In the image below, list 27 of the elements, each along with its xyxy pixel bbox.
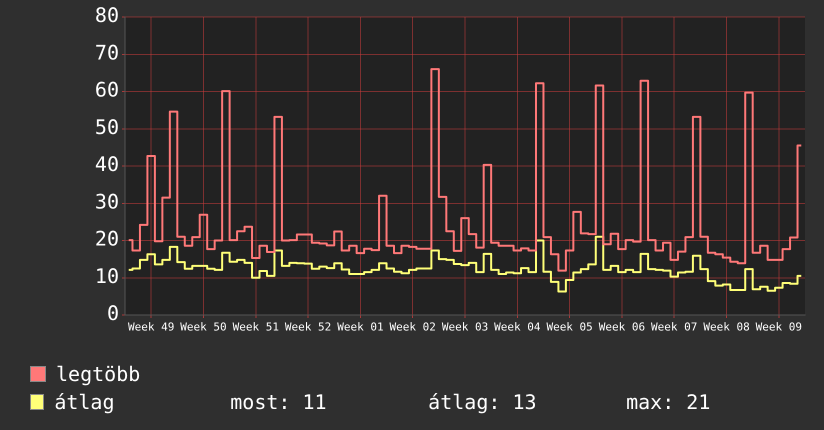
y-tick-label: 30 — [94, 189, 119, 214]
text: max: 21 — [626, 390, 712, 414]
x-tick-label: Week 05 — [546, 320, 593, 334]
x-tick-label: Week 02 — [390, 320, 436, 334]
y-tick-label: 10 — [94, 264, 119, 288]
x-tick-label: Week 09 — [756, 320, 802, 334]
y-tick-label: 20 — [94, 226, 119, 251]
x-tick-label: Week 51 — [232, 320, 279, 334]
text: átlag: 13 — [428, 390, 538, 414]
x-tick-label: Week 52 — [284, 320, 332, 334]
legend-label: átlag — [54, 390, 116, 414]
x-tick-label: Week 06 — [598, 320, 646, 334]
y-tick-label: 50 — [94, 114, 119, 139]
y-tick-label: 0 — [106, 301, 119, 326]
x-tick-label: Week 07 — [651, 320, 698, 334]
y-tick-label: 80 — [94, 3, 119, 28]
x-tick-label: Week 04 — [494, 320, 541, 334]
x-tick-label: Week 01 — [337, 320, 384, 334]
y-tick-label: 70 — [94, 40, 119, 64]
legend-label: legtöbb — [56, 362, 142, 386]
y-tick-label: 60 — [94, 78, 119, 102]
x-tick-label: Week 03 — [442, 320, 488, 334]
text: most: 11 — [230, 390, 328, 414]
x-tick-label: Week 08 — [703, 320, 750, 334]
y-tick-label: 40 — [94, 152, 119, 176]
x-tick-label: Week 50 — [180, 320, 227, 334]
x-tick-label: Week 49 — [128, 320, 174, 334]
